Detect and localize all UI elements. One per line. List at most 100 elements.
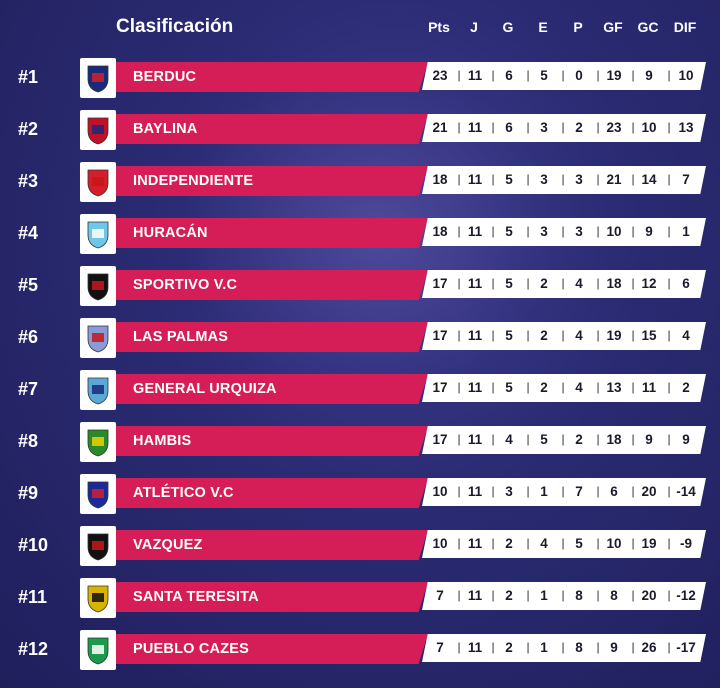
stat-g: 4 xyxy=(505,432,513,447)
stat-separator: | xyxy=(491,328,495,342)
stat-separator: | xyxy=(526,276,530,290)
stat-g: 6 xyxy=(505,68,513,83)
stat-pts: 18 xyxy=(432,224,448,239)
sportivo-crest-icon xyxy=(80,266,116,306)
team-name-bar xyxy=(116,530,428,560)
rank-label: #7 xyxy=(18,379,39,399)
stat-gf: 6 xyxy=(610,484,618,499)
stat-gc: 20 xyxy=(641,588,657,603)
team-name-bar xyxy=(116,166,428,196)
rank-label: #11 xyxy=(18,587,48,607)
stat-j: 11 xyxy=(467,484,483,499)
stat-p: 4 xyxy=(575,276,583,291)
stat-separator: | xyxy=(667,224,671,238)
stat-g: 3 xyxy=(505,484,513,499)
stat-separator: | xyxy=(631,484,635,498)
stat-dif: 13 xyxy=(678,120,694,135)
stat-separator: | xyxy=(667,172,671,186)
team-name: BAYLINA xyxy=(133,121,198,137)
table-row: #9 ATLÉTICO V.C 10 | 11 | 3 | 1 | 7 | 6 | 20 | -14 xyxy=(0,474,720,526)
stat-j: 11 xyxy=(467,68,483,83)
column-header: G xyxy=(502,19,514,35)
table-row: #12 PUEBLO CAZES 7 | 11 | 2 | 1 | 8 | 9 | 26 | -17 xyxy=(0,630,720,682)
team-name-bar xyxy=(116,62,428,92)
team-name-bar xyxy=(116,478,428,508)
stat-gf: 10 xyxy=(606,536,622,551)
stat-separator: | xyxy=(491,484,495,498)
table-row: #3 INDEPENDIENTE 18 | 11 | 5 | 3 | 3 | 21 | 14 | 7 xyxy=(0,162,720,214)
table-row: #2 BAYLINA 21 | 11 | 6 | 3 | 2 | 23 | 10 | 13 xyxy=(0,110,720,162)
huracan-crest-icon xyxy=(80,214,116,254)
stats-bar xyxy=(422,114,706,142)
stat-p: 8 xyxy=(575,640,583,655)
stat-e: 1 xyxy=(540,640,548,655)
stat-g: 2 xyxy=(505,536,513,551)
stat-gc: 15 xyxy=(641,328,657,343)
page-title: Clasificación xyxy=(116,16,234,37)
stat-separator: | xyxy=(491,276,495,290)
stat-separator: | xyxy=(491,640,495,654)
stat-j: 11 xyxy=(467,276,483,291)
team-name-bar xyxy=(116,582,428,612)
stat-pts: 7 xyxy=(436,588,444,603)
stat-e: 2 xyxy=(540,276,548,291)
column-header: P xyxy=(573,19,583,35)
stat-separator: | xyxy=(561,276,565,290)
stat-separator: | xyxy=(526,432,530,446)
stat-dif: 7 xyxy=(682,172,690,187)
stats-bar xyxy=(422,426,706,454)
team-name-bar xyxy=(116,374,428,404)
vazquez-crest-icon xyxy=(80,526,116,566)
stat-separator: | xyxy=(596,588,600,602)
stat-p: 8 xyxy=(575,588,583,603)
table-row: #5 SPORTIVO V.C 17 | 11 | 5 | 2 | 4 | 18 | 12 | 6 xyxy=(0,266,720,318)
stats-bar xyxy=(422,62,706,90)
stat-gc: 9 xyxy=(645,432,653,447)
stat-separator: | xyxy=(667,276,671,290)
stat-pts: 7 xyxy=(436,640,444,655)
stat-gf: 10 xyxy=(606,224,622,239)
general-urquiza-crest-icon xyxy=(80,370,116,410)
stat-j: 11 xyxy=(467,224,483,239)
stat-e: 2 xyxy=(540,380,548,395)
stat-separator: | xyxy=(667,380,671,394)
stat-j: 11 xyxy=(467,380,483,395)
stat-dif: 9 xyxy=(682,432,690,447)
stat-separator: | xyxy=(526,484,530,498)
stat-separator: | xyxy=(526,588,530,602)
stat-separator: | xyxy=(631,224,635,238)
team-name: GENERAL URQUIZA xyxy=(133,381,277,397)
atletico-crest-icon xyxy=(80,474,116,514)
stat-separator: | xyxy=(596,536,600,550)
stats-bar xyxy=(422,634,706,662)
stat-e: 3 xyxy=(540,172,548,187)
rank-label: #5 xyxy=(18,275,39,295)
stat-dif: 6 xyxy=(682,276,690,291)
stat-separator: | xyxy=(667,432,671,446)
stat-p: 4 xyxy=(575,328,583,343)
stat-separator: | xyxy=(561,172,565,186)
stat-separator: | xyxy=(561,432,565,446)
stat-gf: 9 xyxy=(610,640,618,655)
stat-separator: | xyxy=(526,328,530,342)
stats-bar xyxy=(422,478,706,506)
berduc-crest-icon xyxy=(80,58,116,98)
stat-separator: | xyxy=(596,120,600,134)
stats-bar xyxy=(422,582,706,610)
hambis-crest-icon xyxy=(80,422,116,462)
santa-teresita-crest-icon xyxy=(80,578,116,618)
stat-g: 5 xyxy=(505,276,513,291)
stat-gc: 14 xyxy=(641,172,657,187)
team-name: SPORTIVO V.C xyxy=(133,277,238,293)
stat-p: 2 xyxy=(575,120,583,135)
stat-separator: | xyxy=(667,640,671,654)
stat-separator: | xyxy=(457,328,461,342)
stat-p: 7 xyxy=(575,484,583,499)
stat-e: 2 xyxy=(540,328,548,343)
table-row: #8 HAMBIS 17 | 11 | 4 | 5 | 2 | 18 | 9 | 9 xyxy=(0,422,720,474)
stat-gf: 8 xyxy=(610,588,618,603)
stat-g: 6 xyxy=(505,120,513,135)
stat-dif: 10 xyxy=(678,68,694,83)
stat-gf: 18 xyxy=(606,432,622,447)
stat-g: 5 xyxy=(505,328,513,343)
